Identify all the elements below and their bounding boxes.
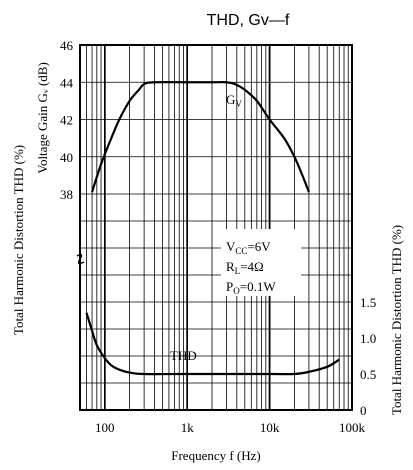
series-layer: [85, 81, 340, 376]
condition-rl: RL=4Ω: [226, 259, 264, 276]
thd-curve-label: THD: [170, 348, 197, 363]
thd-tick-label-1.5: 1.5: [360, 295, 376, 310]
y-axis-label-left-outer: Total Harmonic Distortion THD (%): [11, 145, 26, 335]
gain-tick-label-46: 46: [60, 38, 74, 53]
axis-break-mark: [76, 253, 85, 265]
x-tick-label-10k: 10k: [260, 420, 280, 435]
thd-tick-label-0.5: 0.5: [360, 367, 376, 382]
condition-vcc: VCC=6V: [226, 239, 271, 256]
series-line-gv: [90, 81, 310, 193]
y-axis-label-right: Total Harmonic Distortion THD (%): [389, 225, 404, 415]
gain-tick-label-42: 42: [60, 113, 73, 128]
condition-po: PO=0.1W: [226, 279, 276, 296]
x-tick-label-100k: 100k: [339, 420, 366, 435]
gain-tick-label-40: 40: [60, 150, 73, 165]
thd-tick-label-1.0: 1.0: [360, 331, 376, 346]
x-tick-label-100: 100: [95, 420, 115, 435]
plot-frame: [79, 44, 353, 411]
thd-tick-label-0: 0: [360, 403, 367, 418]
gain-tick-label-44: 44: [60, 75, 74, 90]
conditions-box: [221, 229, 301, 296]
tick-labels: 100 1k 10k 100k 38 40 42 44 46 0 0.5 1.0 1.5: [60, 38, 376, 435]
y-axis-label-left-inner: Voltage Gain Gᵥ (dB): [35, 62, 50, 174]
x-tick-label-1k: 1k: [181, 420, 195, 435]
x-axis-label: Frequency f (Hz): [171, 448, 261, 463]
gv-curve-label: GV: [226, 92, 242, 109]
gain-tick-label-38: 38: [60, 187, 73, 202]
chart-title: THD, Gv—f: [207, 12, 290, 29]
grid-lines: [80, 45, 352, 410]
series-line-thd: [85, 312, 340, 376]
